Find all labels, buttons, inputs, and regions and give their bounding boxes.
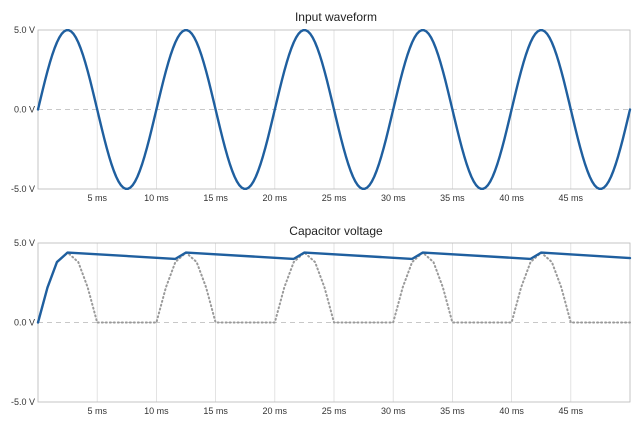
x-tick-label: 20 ms — [263, 406, 288, 416]
y-tick-label: -5.0 V — [11, 184, 35, 194]
series-line — [36, 28, 632, 191]
x-tick-label: 45 ms — [559, 193, 584, 203]
series-line — [36, 251, 632, 324]
grid: 5 ms 10 ms 15 ms 20 ms 25 ms 30 ms 35 ms 40 ms 4… — [11, 25, 631, 203]
x-tick-label: 25 ms — [322, 193, 347, 203]
x-tick-label: 15 ms — [203, 193, 228, 203]
y-tick-label: 0.0 V — [14, 105, 35, 115]
panel-input-waveform: Input waveform 5 ms 10 ms 15 ms 20 ms 25 ms 3… — [11, 10, 632, 203]
rectified-series-line — [37, 251, 631, 324]
x-tick-label: 25 ms — [322, 406, 347, 416]
y-tick-label: 0.0 V — [14, 318, 35, 328]
x-tick-label: 35 ms — [440, 406, 465, 416]
y-tick-label: 5.0 V — [14, 25, 35, 35]
grid: 5 ms 10 ms 15 ms 20 ms 25 ms 30 ms 35 ms 40 ms 4… — [11, 238, 631, 416]
x-tick-label: 45 ms — [559, 406, 584, 416]
x-tick-label: 30 ms — [381, 406, 406, 416]
x-tick-label: 15 ms — [203, 406, 228, 416]
panel-capacitor-voltage: Capacitor voltage 5 ms 10 ms 15 ms 20 ms 25 … — [11, 224, 632, 416]
x-tick-label: 5 ms — [87, 193, 107, 203]
x-tick-label: 35 ms — [440, 193, 465, 203]
y-tick-label: 5.0 V — [14, 238, 35, 248]
x-tick-label: 30 ms — [381, 193, 406, 203]
y-tick-label: -5.0 V — [11, 397, 35, 407]
chart-title: Input waveform — [295, 10, 377, 24]
x-tick-label: 10 ms — [144, 406, 169, 416]
x-tick-label: 5 ms — [87, 406, 107, 416]
x-tick-label: 20 ms — [263, 193, 288, 203]
x-tick-label: 40 ms — [499, 406, 524, 416]
x-tick-label: 40 ms — [499, 193, 524, 203]
x-tick-label: 10 ms — [144, 193, 169, 203]
chart-title: Capacitor voltage — [289, 224, 383, 238]
